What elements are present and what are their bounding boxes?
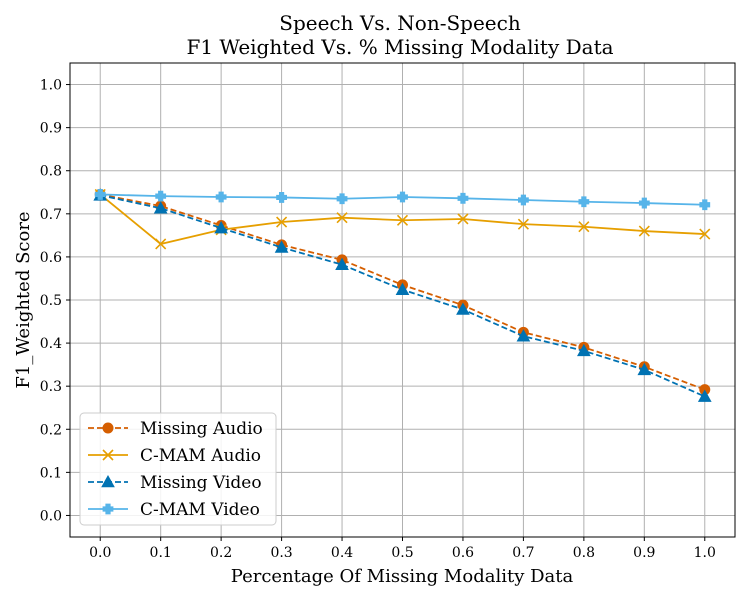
legend-item: C-MAM Audio (88, 446, 261, 466)
data-point (397, 191, 408, 203)
legend-marker (102, 449, 114, 461)
data-point (517, 218, 529, 230)
x-tick-label: 0.6 (452, 545, 474, 561)
series-group (93, 188, 712, 402)
y-tick-label: 0.1 (40, 465, 62, 481)
data-point (153, 201, 168, 214)
legend: Missing Audio C-MAM Audio Missing Video C-M… (79, 412, 277, 526)
data-point (395, 282, 410, 295)
data-point (699, 199, 711, 211)
legend-item: Missing Video (88, 473, 262, 493)
series-c-mam-video (94, 189, 711, 211)
legend-marker (102, 503, 114, 515)
legend-item: C-MAM Video (88, 500, 260, 520)
data-point (155, 190, 167, 202)
data-point (276, 216, 288, 228)
data-point (516, 329, 531, 342)
data-point (155, 238, 167, 250)
y-tick-label: 0.4 (40, 336, 62, 352)
y-tick-label: 0.0 (40, 508, 62, 524)
data-point (638, 225, 650, 237)
x-tick-label: 0.0 (89, 545, 111, 561)
series-missing-video (93, 188, 712, 402)
data-point (336, 212, 348, 224)
y-tick-label: 0.9 (40, 121, 62, 137)
data-point (215, 191, 227, 203)
y-tick-label: 0.2 (40, 422, 62, 438)
y-tick-label: 0.5 (40, 293, 62, 309)
x-tick-label: 0.8 (573, 545, 595, 561)
data-point (276, 192, 287, 203)
y-tick-label: 0.6 (40, 250, 62, 266)
legend-label: Missing Audio (140, 419, 263, 439)
x-tick-label: 0.4 (331, 545, 353, 561)
data-point (457, 192, 469, 204)
legend-marker (101, 474, 115, 488)
legend-marker (102, 422, 114, 434)
chart-subtitle: F1 Weighted Vs. % Missing Modality Data (186, 35, 613, 59)
data-point (457, 213, 469, 225)
data-point (335, 257, 349, 270)
data-point (638, 197, 650, 209)
data-point (578, 221, 590, 233)
legend-label: C-MAM Video (140, 500, 260, 520)
data-point (637, 362, 652, 376)
legend-box (79, 412, 277, 526)
data-point (699, 228, 711, 240)
legend-label: Missing Video (140, 473, 262, 493)
y-tick-label: 1.0 (40, 78, 62, 94)
x-tick-label: 1.0 (694, 545, 716, 561)
x-tick-label: 0.1 (150, 545, 172, 561)
data-point (518, 194, 529, 206)
axes: 0.0 0.1 0.2 0.3 0.4 0.5 0.6 0.7 0.8 0.9 1.0 0.0 0.1 0… (40, 78, 716, 561)
x-tick-label: 0.2 (210, 545, 232, 561)
data-point (214, 221, 228, 234)
y-axis-label: F1_Weighted Score (13, 211, 34, 388)
legend-item: Missing Audio (88, 419, 263, 439)
x-tick-label: 0.7 (512, 545, 534, 561)
plot-frame (69, 62, 736, 538)
data-point (577, 343, 591, 357)
data-point (697, 389, 712, 402)
chart-title: Speech Vs. Non-Speech (279, 11, 521, 35)
y-tick-label: 0.3 (40, 379, 62, 395)
y-tick-label: 0.8 (40, 164, 62, 180)
data-point (456, 302, 470, 315)
x-tick-label: 0.9 (633, 545, 655, 561)
legend-label: C-MAM Audio (140, 446, 261, 466)
data-point (396, 214, 409, 226)
data-point (336, 193, 348, 205)
x-tick-label: 0.3 (270, 545, 292, 561)
x-tick-label: 0.5 (391, 545, 413, 561)
x-axis-label: Percentage Of Missing Modality Data (231, 566, 574, 587)
data-point (94, 189, 106, 200)
data-point (578, 196, 590, 208)
data-point (274, 240, 289, 253)
y-tick-label: 0.7 (40, 207, 62, 223)
